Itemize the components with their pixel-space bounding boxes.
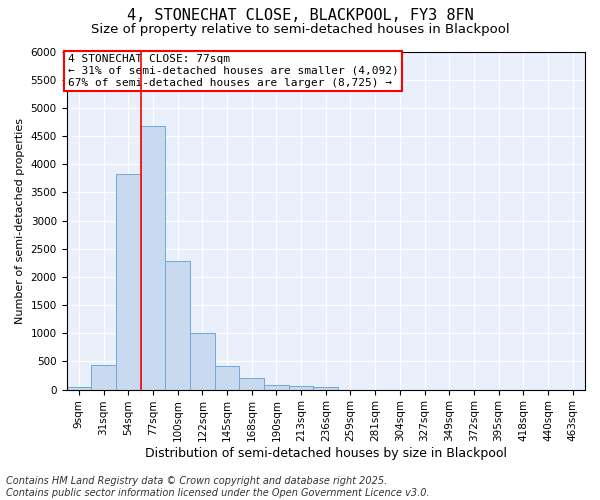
Bar (239, 378, 264, 390)
Bar (116, 174, 140, 390)
Text: Size of property relative to semi-detached houses in Blackpool: Size of property relative to semi-detach… (91, 22, 509, 36)
Bar (313, 387, 338, 390)
Text: Contains HM Land Registry data © Crown copyright and database right 2025.
Contai: Contains HM Land Registry data © Crown c… (6, 476, 430, 498)
Text: 4, STONECHAT CLOSE, BLACKPOOL, FY3 8FN: 4, STONECHAT CLOSE, BLACKPOOL, FY3 8FN (127, 8, 473, 22)
Bar (215, 366, 239, 390)
Bar (289, 386, 313, 390)
Text: 4 STONECHAT CLOSE: 77sqm
← 31% of semi-detached houses are smaller (4,092)
67% o: 4 STONECHAT CLOSE: 77sqm ← 31% of semi-d… (68, 54, 398, 88)
Y-axis label: Number of semi-detached properties: Number of semi-detached properties (15, 118, 25, 324)
Bar (190, 333, 215, 390)
Bar (140, 126, 165, 390)
Bar (91, 366, 116, 390)
Bar (264, 384, 289, 390)
Bar (165, 260, 190, 390)
X-axis label: Distribution of semi-detached houses by size in Blackpool: Distribution of semi-detached houses by … (145, 447, 507, 460)
Bar (67, 387, 91, 390)
